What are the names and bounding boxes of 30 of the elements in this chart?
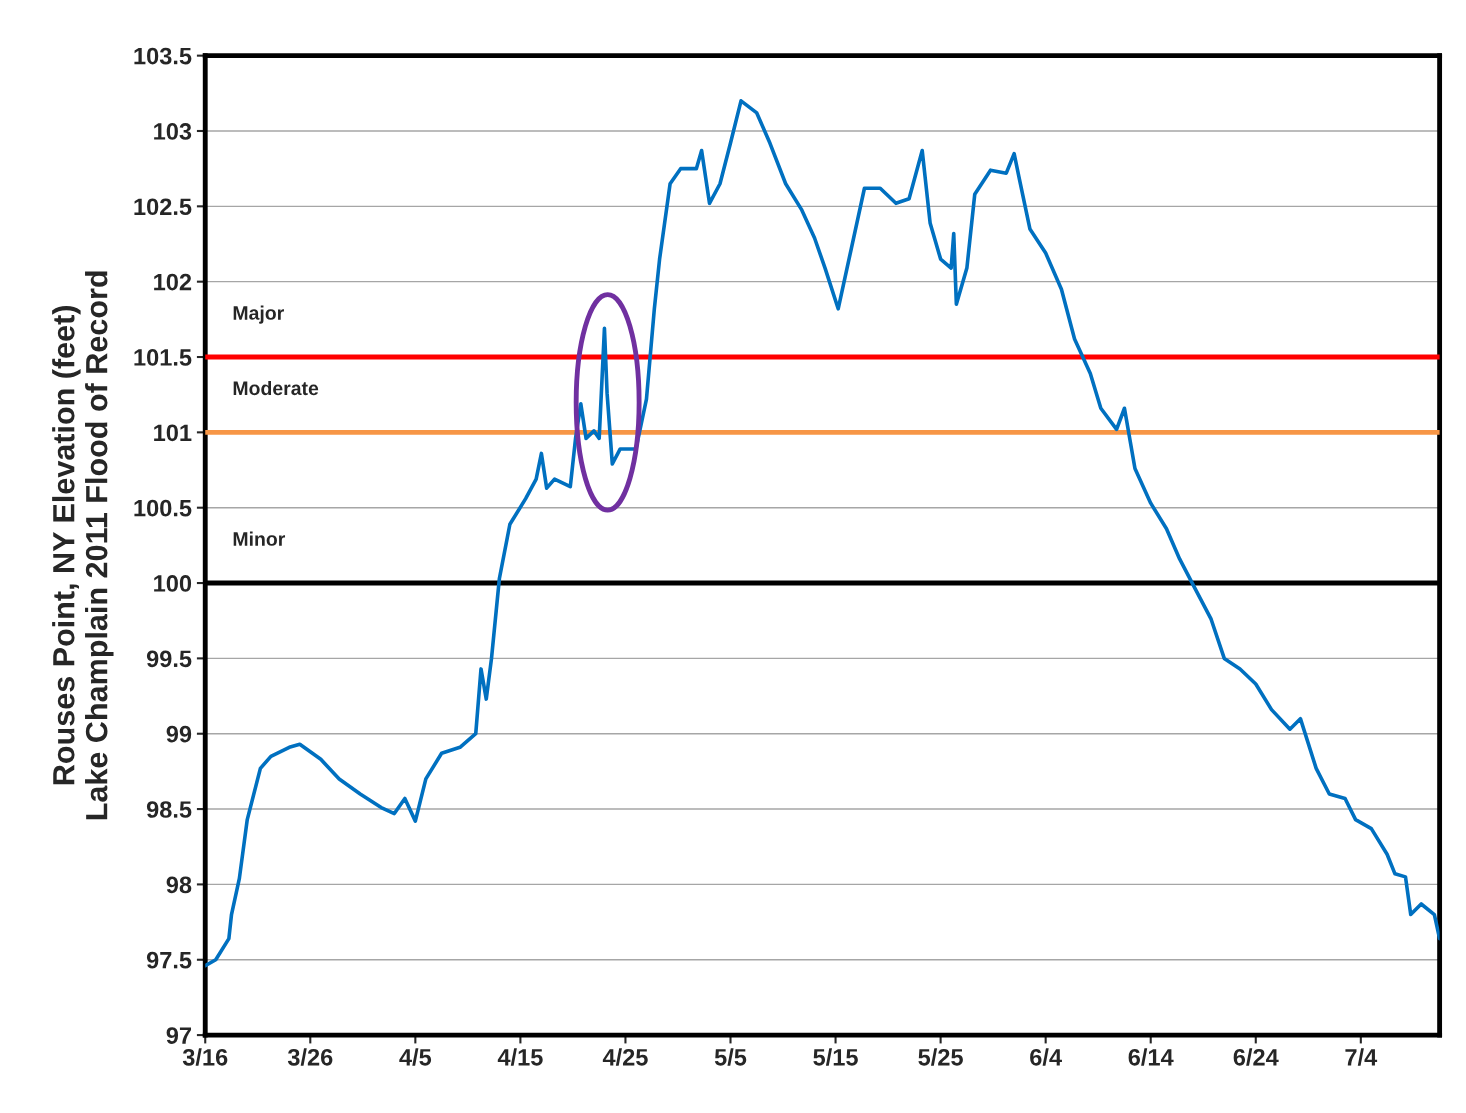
ref-line-label: Major bbox=[233, 305, 284, 324]
y-tick-label: 98.5 bbox=[146, 801, 192, 818]
y-tick-label: 103 bbox=[154, 123, 192, 140]
x-tick-label: 6/4 bbox=[1030, 1048, 1062, 1066]
y-tick-label: 101.5 bbox=[134, 349, 192, 366]
y-tick-label: 99 bbox=[166, 725, 192, 743]
y-tick-label: 97 bbox=[166, 1027, 192, 1044]
x-tick-label: 3/16 bbox=[182, 1048, 228, 1066]
x-tick-label: 4/5 bbox=[399, 1048, 432, 1066]
y-tick-label: 99.5 bbox=[146, 650, 192, 668]
ref-line-label: Moderate bbox=[233, 380, 319, 396]
x-tick-label: 6/14 bbox=[1128, 1048, 1174, 1066]
y-tick-label: 101 bbox=[154, 424, 192, 442]
x-tick-label: 6/24 bbox=[1233, 1048, 1279, 1066]
x-tick-label: 4/15 bbox=[497, 1048, 543, 1066]
y-tick-label: 97.5 bbox=[146, 951, 192, 969]
y-tick-label: 100 bbox=[154, 575, 192, 592]
y-tick-label: 102.5 bbox=[134, 198, 192, 216]
x-tick-label: 3/26 bbox=[287, 1048, 333, 1066]
y-tick-label: 98 bbox=[166, 876, 192, 894]
x-tick-label: 7/4 bbox=[1345, 1048, 1378, 1066]
ref-line-label: Minor bbox=[233, 531, 286, 546]
x-tick-label: 5/5 bbox=[714, 1048, 747, 1066]
y-tick-label: 102 bbox=[154, 273, 192, 291]
y-tick-label: 103.5 bbox=[134, 47, 192, 65]
x-tick-label: 5/25 bbox=[918, 1048, 963, 1066]
y-tick-label: 100.5 bbox=[134, 499, 192, 517]
x-tick-label: 5/15 bbox=[813, 1048, 858, 1066]
y-axis-title: Rouses Point, NY Elevation (feet) Lake Champlain 2011 Flood of Record bbox=[52, 271, 114, 820]
x-tick-label: 4/25 bbox=[602, 1048, 648, 1066]
